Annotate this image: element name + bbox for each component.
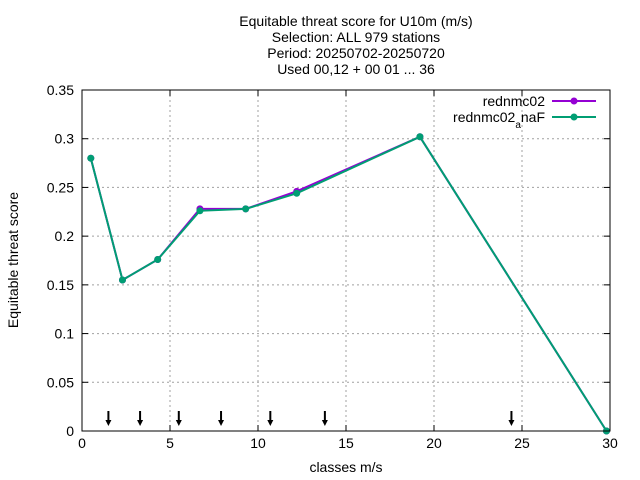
series-2-point — [154, 256, 162, 264]
class-limit-arrow-head — [105, 420, 112, 426]
y-axis-label: Equitable threat score — [5, 192, 21, 328]
legend-label-rednmc02-anaf: rednmc02anaF — [453, 109, 545, 131]
series-2-point — [118, 276, 126, 284]
legend: rednmc02 rednmc02anaF — [453, 93, 596, 131]
x-tick-label: 30 — [602, 435, 618, 451]
y-tick-label: 0.1 — [55, 326, 75, 342]
class-limit-arrows — [105, 411, 515, 426]
series-line-1 — [89, 135, 608, 432]
title-line-1: Equitable threat score for U10m (m/s) — [239, 13, 472, 29]
y-tick-label: 0.35 — [47, 82, 74, 98]
y-tick-label: 0.15 — [47, 277, 74, 293]
x-tick-label: 15 — [338, 435, 354, 451]
class-limit-arrow-head — [175, 420, 182, 426]
y-tick-label: 0.3 — [55, 131, 75, 147]
axes: 0 5 10 15 20 25 30 0 0.05 0.1 0.15 0.2 0.25 0.3 0.35 — [47, 82, 618, 451]
series-2-point — [87, 154, 95, 162]
class-limit-arrow-head — [321, 420, 328, 426]
class-limit-arrow-head — [218, 420, 225, 426]
series-2-point — [416, 133, 424, 141]
title-line-2: Selection: ALL 979 stations — [272, 29, 440, 45]
series-2-point — [196, 207, 204, 215]
x-tick-label: 10 — [250, 435, 266, 451]
class-limit-arrow-head — [508, 420, 515, 426]
series-2-point — [293, 189, 301, 197]
legend-label-rednmc02: rednmc02 — [483, 93, 545, 109]
class-limit-arrow-head — [267, 420, 274, 426]
legend-marker-1 — [570, 97, 578, 105]
grid — [82, 90, 610, 431]
class-limit-arrow-head — [137, 420, 144, 426]
x-tick-label: 0 — [78, 435, 86, 451]
y-tick-label: 0.25 — [47, 179, 74, 195]
x-axis-label: classes m/s — [309, 459, 382, 475]
x-tick-label: 5 — [166, 435, 174, 451]
x-tick-label: 20 — [426, 435, 442, 451]
legend-marker-2 — [570, 113, 578, 121]
plot-frame — [81, 89, 611, 432]
y-tick-label: 0.2 — [55, 228, 75, 244]
series-2-point — [242, 205, 250, 213]
x-tick-label: 25 — [514, 435, 530, 451]
series-line-2 — [89, 135, 608, 432]
chart-title: Equitable threat score for U10m (m/s) Se… — [239, 13, 472, 77]
y-tick-label: 0.05 — [47, 374, 74, 390]
y-tick-label: 0 — [66, 423, 74, 439]
series — [87, 133, 610, 435]
title-line-3: Period: 20250702-20250720 — [267, 45, 445, 61]
title-line-4: Used 00,12 + 00 01 ... 36 — [277, 61, 435, 77]
